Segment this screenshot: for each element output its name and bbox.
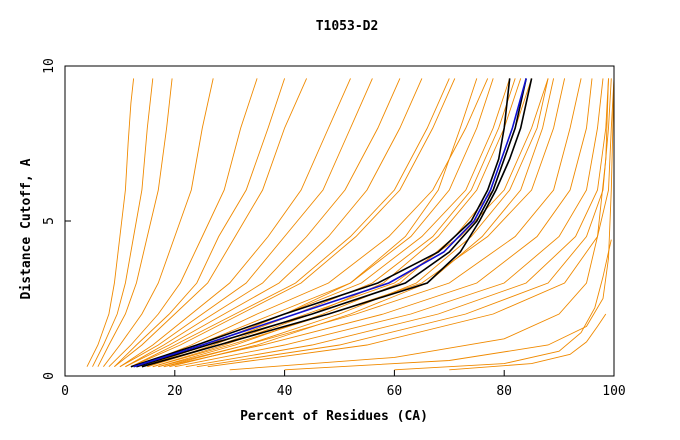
series-line-model-26 [92,78,154,367]
series-layer [86,78,615,371]
series-line-model-18 [196,78,612,368]
series-line-model-24 [130,78,450,368]
series-line-model-4 [114,78,308,368]
series-line-model-0 [86,78,135,367]
series-line-highlight-dark-34 [130,78,511,368]
series-line-model-10 [136,78,489,368]
series-line-model-17 [185,78,609,368]
series-line-model-25 [114,78,286,368]
x-tick-label: 80 [496,384,512,399]
series-line-model-29 [394,239,612,371]
series-line-model-6 [119,78,373,368]
series-line-highlight-dark-35 [136,78,527,368]
series-line-model-23 [169,78,555,368]
y-tick-label: 5 [42,217,57,225]
series-line-model-20 [136,78,494,368]
series-line-model-14 [158,78,582,368]
series-line-model-7 [125,78,401,368]
series-line-model-9 [130,78,456,368]
x-tick-label: 40 [277,384,293,399]
x-tick-label: 100 [602,384,625,399]
series-line-model-19 [207,78,615,368]
x-tick-label: 20 [167,384,183,399]
series-line-highlight-dark-36 [141,78,533,368]
series-line-model-3 [108,78,258,368]
series-line-model-31 [141,78,478,368]
chart-title: T1053-D2 [316,19,379,34]
series-line-model-5 [119,78,351,368]
series-line-model-30 [449,313,607,371]
series-line-model-1 [97,78,173,367]
series-line-model-15 [163,78,593,368]
y-axis-label: Distance Cutoff, A [19,158,34,299]
series-line-model-33 [163,78,549,368]
x-axis-label: Percent of Residues (CA) [240,409,428,424]
y-tick-label: 0 [42,372,57,380]
plot-frame [64,65,615,377]
ticks-layer: 0 20 40 60 80 100 0 5 10 [42,58,626,399]
series-line-model-28 [284,78,615,371]
x-tick-label: 0 [61,384,69,399]
series-line-model-13 [152,78,566,368]
series-line-model-8 [125,78,423,368]
series-line-model-27 [229,78,609,371]
series-line-model-16 [174,78,604,368]
series-line-highlight-blue-37 [133,78,527,368]
y-tick-label: 10 [42,58,57,74]
x-tick-label: 60 [387,384,403,399]
series-line-model-2 [103,78,214,367]
